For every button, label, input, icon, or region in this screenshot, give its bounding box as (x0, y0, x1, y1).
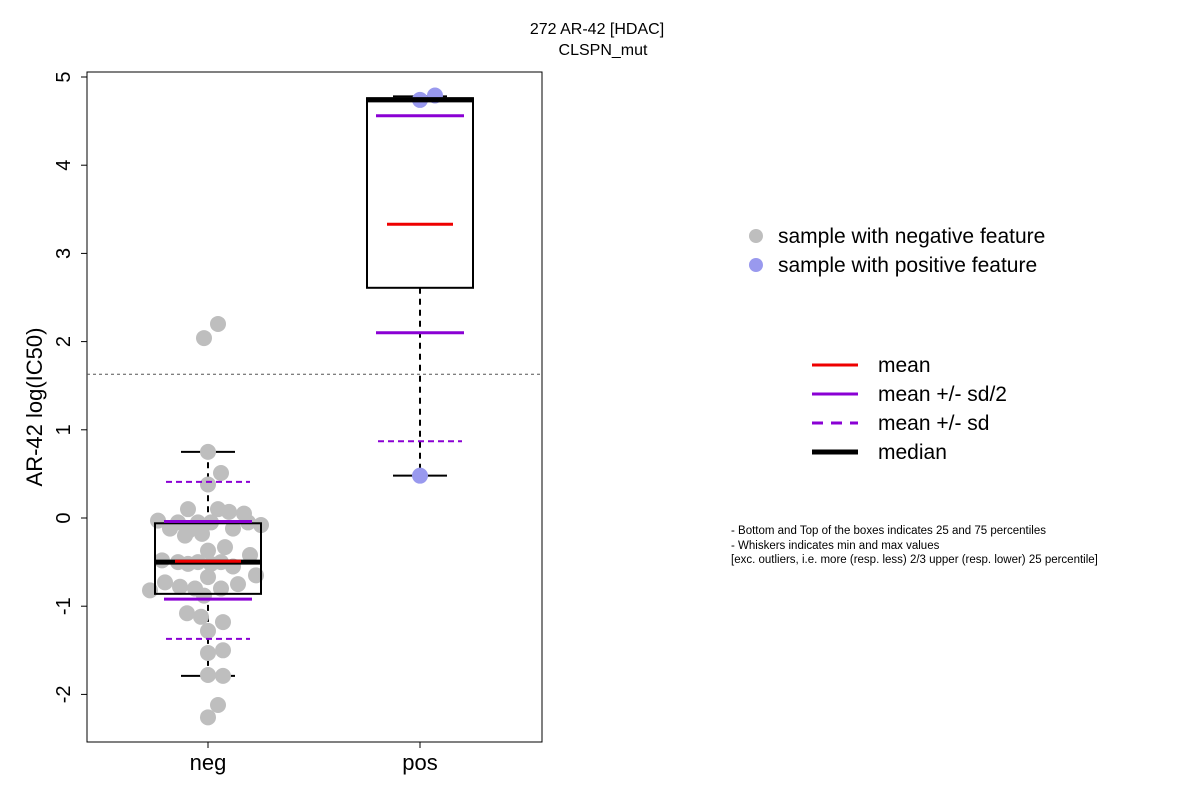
iqr-box (154, 522, 262, 595)
y-tick-label: 4 (53, 160, 75, 171)
data-point (162, 520, 178, 537)
y-tick-label: 0 (53, 512, 75, 523)
y-tick-label: 3 (53, 248, 75, 259)
data-point (180, 501, 196, 518)
legend-line-label: mean +/- sd (878, 412, 989, 435)
data-point (215, 614, 231, 631)
data-point (412, 467, 428, 484)
data-point (196, 587, 212, 604)
legend-point-label: sample with negative feature (778, 225, 1045, 248)
data-point (200, 622, 216, 639)
data-point (210, 315, 226, 332)
box-group-pos (366, 87, 474, 484)
plot-frame (86, 71, 543, 743)
data-point (200, 476, 216, 493)
legend-point-marker (749, 258, 763, 272)
data-point (217, 539, 233, 556)
data-point (179, 605, 195, 622)
data-point (196, 330, 212, 347)
data-point (172, 578, 188, 595)
data-point (200, 443, 216, 460)
chart-title: 272 AR-42 [HDAC] (530, 21, 664, 38)
y-axis-label: AR-42 log(IC50) (22, 328, 47, 487)
note-outliers: [exc. outliers, i.e. more (resp. less) 2… (731, 554, 1098, 566)
data-point (200, 644, 216, 661)
y-tick-label: 1 (53, 424, 75, 435)
box-group-neg (142, 315, 269, 726)
data-point (194, 525, 210, 542)
legend-point-marker (749, 229, 763, 243)
data-point (225, 520, 241, 537)
y-tick-label: 2 (53, 336, 75, 347)
y-tick-label: -2 (53, 686, 75, 704)
data-point (213, 465, 229, 482)
iqr-box (366, 97, 474, 289)
chart-subtitle: CLSPN_mut (559, 42, 648, 59)
data-point (200, 709, 216, 726)
x-tick-label-neg: neg (190, 750, 227, 775)
legend-line-label: mean (878, 354, 931, 377)
data-point (215, 667, 231, 684)
data-point (221, 503, 237, 520)
y-tick-label: -1 (53, 597, 75, 615)
data-point (157, 574, 173, 591)
note-whiskers: - Whiskers indicates min and max values (731, 540, 940, 552)
y-tick-label: 5 (53, 71, 75, 82)
data-point (242, 547, 258, 564)
data-point (230, 576, 246, 593)
legend-line-label: mean +/- sd/2 (878, 383, 1007, 406)
data-point (200, 569, 216, 586)
data-point (210, 696, 226, 713)
data-point (193, 608, 209, 625)
x-tick-label-pos: pos (402, 750, 437, 775)
data-point (213, 580, 229, 597)
data-point (200, 666, 216, 683)
data-point (177, 527, 193, 544)
data-point (215, 642, 231, 659)
legend-line-label: median (878, 441, 947, 464)
note-boxes: - Bottom and Top of the boxes indicates … (731, 525, 1046, 537)
legend-point-label: sample with positive feature (778, 254, 1037, 277)
data-point (200, 542, 216, 559)
